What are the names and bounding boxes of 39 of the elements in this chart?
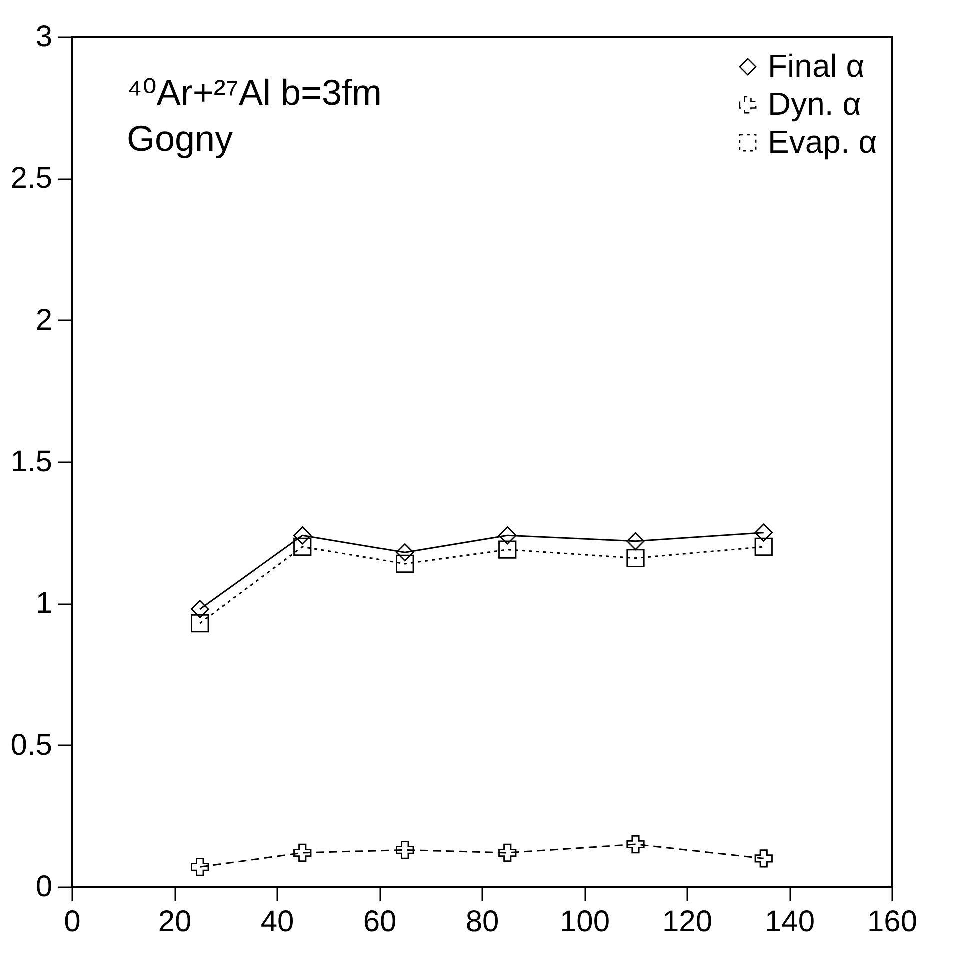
point [498,540,517,559]
y-tick-label: 1 [36,587,52,620]
x-tick-label: 0 [64,906,81,938]
point [191,600,210,618]
y-tick-label: 2.5 [10,162,52,196]
point [498,844,517,862]
x-tick-label: 60 [363,906,397,938]
x-tick-label: 140 [764,906,816,938]
y-tick-label: 2 [36,304,52,337]
point [396,841,414,860]
point [191,614,210,633]
legend-label: Evap. α [768,124,878,160]
point [754,524,773,542]
point [626,835,645,854]
point [396,544,414,562]
annotation: ⁴⁰Ar+²⁷Al b=3fm [127,72,382,113]
x-tick-label: 120 [662,906,713,938]
point [294,844,312,862]
point [626,532,645,550]
x-tick-label: 40 [260,906,294,938]
point [396,554,414,574]
y-tick-label: 0 [36,870,52,904]
x-tick-label: 160 [867,906,918,938]
point [294,526,312,545]
point [498,526,517,545]
point [191,858,210,876]
legend-label: Dyn. α [768,86,862,122]
x-tick-label: 80 [466,906,500,938]
point [754,850,773,868]
point [294,538,312,556]
x-tick-label: 100 [560,906,610,938]
point [754,538,773,556]
annotation: Gogny [127,118,234,159]
x-tick-label: 20 [158,906,192,938]
point [626,549,645,568]
y-tick-label: 3 [36,20,52,54]
legend-label: Final α [768,48,865,84]
y-tick-label: 1.5 [10,446,52,478]
y-tick-label: 0.5 [10,728,52,762]
